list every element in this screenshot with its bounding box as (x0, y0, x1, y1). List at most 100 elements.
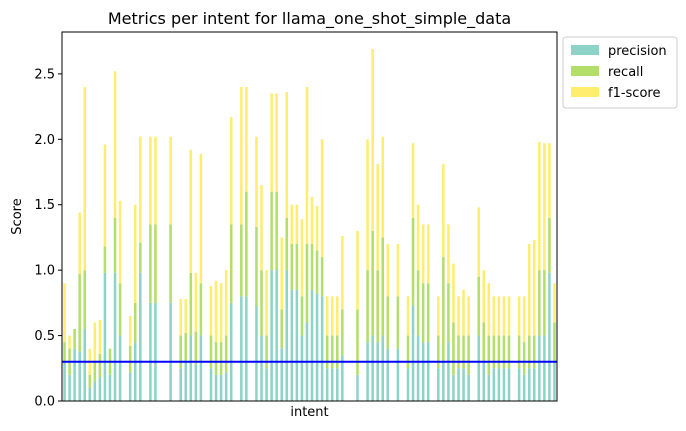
bar-precision-88 (507, 368, 511, 401)
bar-recall-77 (452, 322, 455, 375)
bar-precision-38 (255, 305, 258, 401)
bar-precision-76 (447, 342, 450, 401)
bar-f1-score-13 (128, 315, 132, 347)
bar-recall-0 (63, 342, 66, 362)
bar-f1-score-79 (462, 289, 465, 336)
bar-recall-94 (538, 270, 541, 336)
bar-precision-58 (356, 374, 359, 401)
bar-f1-score-11 (118, 200, 122, 284)
legend: precision recall f1-score (562, 36, 678, 109)
bar-precision-62 (376, 342, 379, 401)
bar-precision-26 (194, 364, 198, 401)
bar-recall-60 (366, 270, 369, 343)
bar-f1-score-70 (416, 204, 420, 271)
bar-recall-84 (487, 335, 491, 375)
bar-precision-78 (457, 368, 460, 401)
bar-recall-27 (199, 283, 203, 336)
bar-precision-64 (386, 348, 390, 401)
bar-f1-score-25 (189, 149, 193, 273)
bar-precision-32 (224, 372, 228, 401)
bar-precision-23 (179, 368, 182, 401)
bar-precision-53 (330, 368, 334, 401)
bar-recall-45 (290, 243, 294, 290)
bar-precision-43 (280, 348, 283, 401)
bar-recall-95 (543, 270, 546, 336)
bars (63, 49, 556, 401)
bar-f1-score-1 (68, 335, 71, 349)
x-axis-title: intent (290, 405, 328, 420)
bar-f1-score-21 (169, 136, 172, 225)
bar-recall-8 (103, 246, 107, 273)
bar-f1-score-18 (154, 136, 157, 225)
bar-precision-9 (108, 374, 112, 401)
bar-f1-score-95 (543, 143, 546, 271)
bar-f1-score-85 (492, 296, 496, 336)
bar-precision-1 (68, 374, 71, 401)
bar-precision-72 (426, 342, 430, 401)
bar-recall-48 (305, 243, 309, 323)
bar-recall-85 (492, 335, 496, 369)
bar-precision-80 (467, 374, 470, 401)
bar-precision-91 (522, 374, 526, 401)
bar-recall-7 (98, 353, 102, 378)
bar-precision-93 (533, 368, 536, 401)
bar-precision-61 (371, 335, 374, 401)
bar-recall-62 (376, 270, 379, 343)
bar-recall-64 (386, 296, 390, 349)
bar-f1-score-33 (229, 117, 233, 225)
bar-precision-46 (295, 289, 299, 401)
bar-precision-50 (315, 293, 319, 401)
bar-precision-33 (229, 302, 233, 401)
bar-recall-96 (548, 217, 551, 273)
bar-precision-7 (98, 377, 102, 401)
bar-f1-score-84 (487, 283, 491, 336)
bar-precision-3 (78, 351, 81, 401)
bar-precision-45 (290, 289, 294, 401)
bar-precision-5 (88, 387, 92, 401)
bar-recall-32 (224, 335, 228, 373)
bar-recall-68 (406, 335, 410, 369)
bar-f1-score-36 (245, 86, 248, 192)
bar-precision-21 (169, 302, 172, 401)
bar-f1-score-6 (93, 322, 97, 362)
bar-precision-84 (487, 374, 491, 401)
bar-f1-score-35 (240, 86, 243, 225)
bar-recall-15 (139, 242, 142, 273)
bar-recall-14 (133, 302, 137, 343)
bar-f1-score-41 (270, 93, 273, 192)
bar-f1-score-44 (285, 92, 289, 218)
y-tick-label: 0.5 (34, 329, 55, 344)
bar-precision-96 (548, 272, 551, 401)
bar-recall-49 (310, 243, 314, 290)
bar-f1-score-97 (553, 283, 556, 323)
bar-precision-63 (381, 335, 385, 401)
bar-precision-31 (219, 374, 223, 401)
bar-f1-score-78 (457, 296, 460, 336)
bar-f1-score-68 (406, 296, 410, 336)
bar-f1-score-45 (290, 204, 294, 244)
bar-f1-score-66 (396, 243, 400, 297)
bar-f1-score-29 (209, 285, 213, 336)
bar-recall-90 (517, 335, 521, 369)
bar-recall-11 (118, 283, 122, 336)
y-tick-label: 2.0 (34, 133, 55, 148)
bar-recall-86 (497, 335, 501, 369)
bar-f1-score-46 (295, 204, 299, 244)
bar-precision-79 (462, 368, 465, 401)
bar-precision-82 (477, 335, 480, 401)
bar-f1-score-92 (527, 243, 531, 336)
bar-precision-69 (411, 305, 415, 401)
bar-recall-36 (245, 191, 248, 297)
bar-precision-92 (527, 368, 531, 401)
bar-f1-score-24 (184, 298, 188, 333)
bar-f1-score-91 (522, 296, 526, 343)
bar-precision-70 (416, 335, 420, 401)
bar-recall-93 (533, 335, 536, 369)
bar-f1-score-75 (442, 164, 445, 258)
bar-recall-21 (169, 224, 172, 303)
bar-recall-54 (336, 335, 339, 369)
legend-label-precision: precision (608, 44, 667, 59)
bar-recall-43 (280, 309, 283, 349)
bar-precision-54 (336, 368, 339, 401)
bar-f1-score-77 (452, 263, 455, 323)
